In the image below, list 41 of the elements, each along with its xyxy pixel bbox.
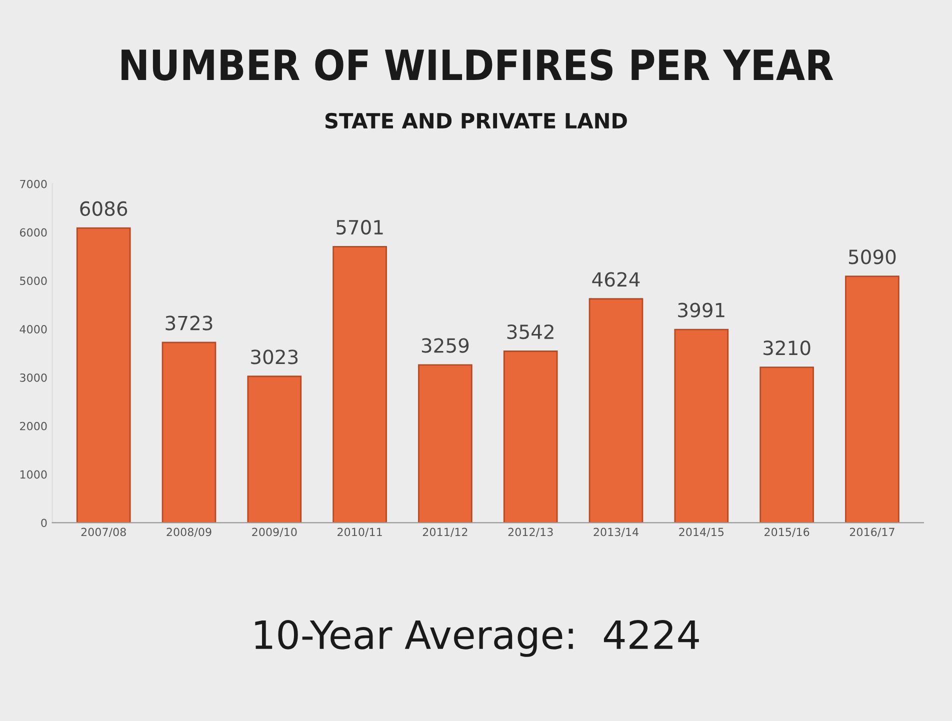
y-tick-label: 4000 (20, 325, 47, 334)
x-tick-label: 2009/10 (252, 528, 297, 538)
bar (503, 350, 558, 523)
x-tick-label: 2016/17 (850, 528, 894, 538)
data-label: 5701 (336, 220, 383, 235)
x-tick-label: 2010/11 (338, 528, 382, 538)
data-label: 4624 (592, 272, 640, 287)
chart-subtitle: STATE AND PRIVATE LAND (325, 112, 627, 129)
chart-title: NUMBER OF WILDFIRES PER YEAR (122, 49, 834, 81)
bar (588, 298, 644, 523)
y-tick-label: 0 (41, 518, 47, 528)
data-label: 3542 (507, 324, 554, 340)
data-label: 5090 (848, 250, 896, 264)
data-label: 3723 (166, 316, 212, 330)
data-label: 3991 (678, 302, 724, 318)
x-tick-label: 2014/15 (679, 528, 724, 538)
x-tick-label: 2008/09 (166, 528, 212, 538)
data-label: 6086 (80, 201, 128, 216)
data-label: 3210 (764, 340, 810, 356)
data-label: 3259 (422, 338, 469, 353)
bar (418, 364, 472, 523)
y-tick-label: 2000 (20, 422, 47, 430)
bar (760, 366, 814, 523)
x-tick-label: 2015/16 (764, 528, 810, 538)
y-tick-label: 5000 (20, 276, 47, 286)
data-label: 3023 (251, 350, 298, 364)
x-tick-label: 2007/08 (81, 528, 126, 538)
y-tick-label: 7000 (20, 180, 47, 188)
bar (332, 246, 387, 523)
x-tick-label: 2012/13 (508, 528, 553, 538)
bar (247, 376, 302, 523)
x-tick-label: 2011/12 (422, 528, 468, 538)
bar (674, 328, 729, 523)
bar (76, 227, 131, 523)
y-tick-label: 1000 (20, 470, 47, 479)
text: 10-Year Average: 4224 (255, 620, 699, 657)
x-tick-label: 2013/14 (594, 528, 638, 538)
bar (845, 276, 900, 523)
y-tick-label: 6000 (20, 228, 47, 237)
y-tick-label: 3000 (20, 373, 47, 382)
bar (162, 342, 216, 523)
